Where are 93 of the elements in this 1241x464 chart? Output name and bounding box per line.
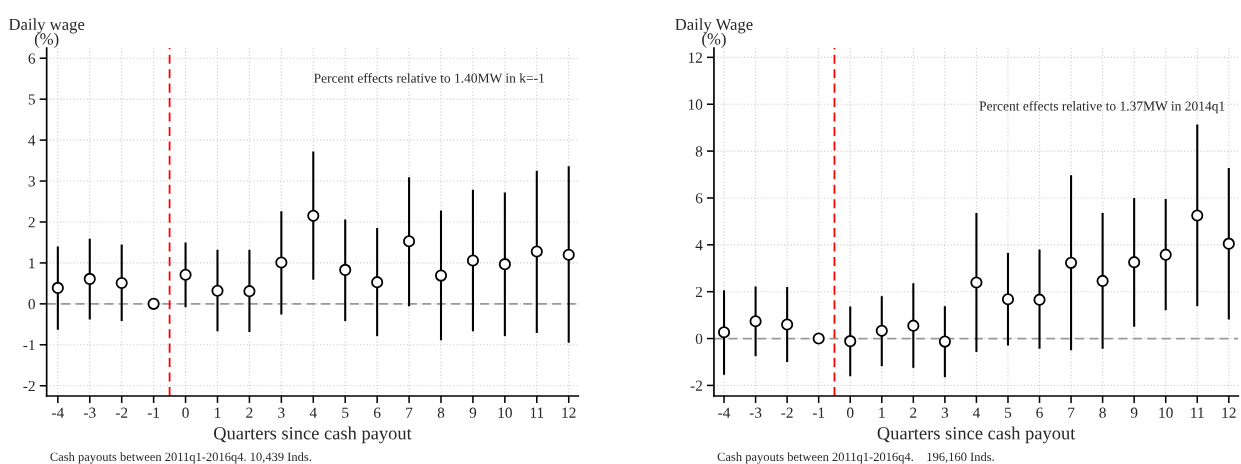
point: [275, 256, 288, 269]
annotation: Percent effects relative to 1.40MW in k=-1: [313, 73, 544, 83]
point: [530, 245, 543, 258]
x-tick-label: 10: [498, 407, 512, 418]
point: [717, 326, 731, 339]
point: [562, 248, 575, 261]
point: [844, 335, 857, 348]
x-tick-label: 5: [342, 407, 349, 418]
annotation: Percent effects relative to 1.37MW in 2014q1: [979, 100, 1225, 114]
point: [749, 315, 762, 328]
point: [115, 276, 128, 290]
y-axis-title: Daily Wage (%): [675, 18, 753, 48]
y-tick-label: -2: [690, 380, 702, 391]
y-tick-label: 10: [688, 99, 703, 110]
point: [970, 276, 983, 289]
point: [403, 235, 416, 248]
text: Cash payouts between 2011q1-2016q4. 196,160 Inds.: [717, 452, 994, 464]
point: [907, 319, 920, 332]
y-tick-label: 2: [28, 217, 35, 228]
x-tick-label: 1: [879, 407, 885, 418]
text: Cash payouts between 2011q1-2016q4. 10,439 Inds.: [50, 452, 312, 464]
point: [1191, 209, 1204, 222]
point: [1222, 237, 1235, 250]
point: [466, 254, 479, 267]
y-tick-label: 6: [695, 193, 703, 204]
point: [179, 268, 192, 281]
y-tick-label: 2: [695, 286, 702, 297]
point: [1033, 293, 1046, 306]
x-tick-label: -4: [52, 407, 64, 418]
x-tick-label: 2: [246, 407, 253, 418]
point: [1065, 256, 1078, 269]
point: [371, 276, 384, 289]
point: [875, 324, 888, 337]
y-tick-label: 12: [688, 52, 702, 63]
y-tick-label: 4: [695, 240, 703, 251]
y-tick-label: 0: [28, 299, 35, 310]
x-tick-label: 4: [972, 407, 980, 418]
x-tick-label: 6: [373, 407, 381, 418]
x-axis-title: Quarters since cash payout: [877, 426, 1076, 444]
x-tick-label: -1: [147, 407, 160, 418]
point: [243, 285, 256, 298]
x-tick-label: 9: [1130, 407, 1138, 418]
x-tick-label: -2: [781, 407, 793, 418]
point: [1159, 248, 1172, 261]
y-tick-label: -2: [23, 380, 35, 392]
x-tick-label: 10: [1159, 407, 1173, 418]
point: [1096, 274, 1109, 287]
point: [307, 209, 320, 222]
x-tick-label: 1: [215, 407, 221, 418]
point: [1001, 293, 1015, 306]
x-tick-label: 11: [1191, 407, 1204, 418]
x-tick-label: 0: [182, 407, 189, 418]
y-axis-title: Daily wage (%): [8, 18, 85, 48]
y-tick-label: 5: [28, 94, 35, 105]
y-tick-label: 1: [29, 258, 35, 269]
x-tick-label: 12: [562, 407, 576, 418]
point: [147, 297, 160, 310]
y-tick-label: 4: [28, 135, 36, 146]
x-axis-title: Quarters since cash payout: [213, 426, 412, 444]
x-tick-label: 3: [941, 407, 949, 418]
point: [51, 281, 64, 294]
x-tick-label: 5: [1005, 407, 1012, 418]
x-tick-label: 8: [437, 407, 445, 418]
x-tick-label: -2: [115, 407, 128, 418]
y-tick-label: 0: [695, 333, 703, 345]
point: [1128, 256, 1141, 269]
x-tick-label: 4: [309, 407, 317, 418]
x-tick-label: 9: [469, 407, 477, 418]
point: [83, 272, 96, 285]
x-tick-label: 8: [1099, 407, 1106, 418]
x-tick-label: -3: [749, 407, 762, 418]
x-tick-label: 3: [278, 407, 285, 418]
point: [434, 269, 448, 282]
x-tick-label: 7: [1068, 407, 1075, 418]
x-tick-label: 0: [847, 407, 854, 418]
y-tick-label: 8: [695, 146, 703, 157]
y-tick-label: 3: [28, 176, 35, 187]
x-tick-label: 7: [406, 407, 413, 418]
x-tick-label: -4: [718, 407, 731, 418]
x-tick-label: -1: [812, 407, 825, 418]
point: [498, 258, 511, 271]
x-tick-label: 12: [1222, 407, 1236, 418]
y-tick-label: 6: [28, 53, 36, 64]
point: [812, 332, 825, 345]
point: [781, 318, 794, 331]
point: [211, 284, 224, 297]
x-tick-label: 6: [1036, 407, 1043, 418]
x-tick-label: -3: [83, 407, 96, 418]
point: [339, 263, 352, 276]
x-tick-label: 11: [530, 407, 544, 418]
point: [938, 335, 951, 348]
y-tick-label: -1: [23, 340, 35, 351]
x-tick-label: 2: [910, 407, 917, 418]
